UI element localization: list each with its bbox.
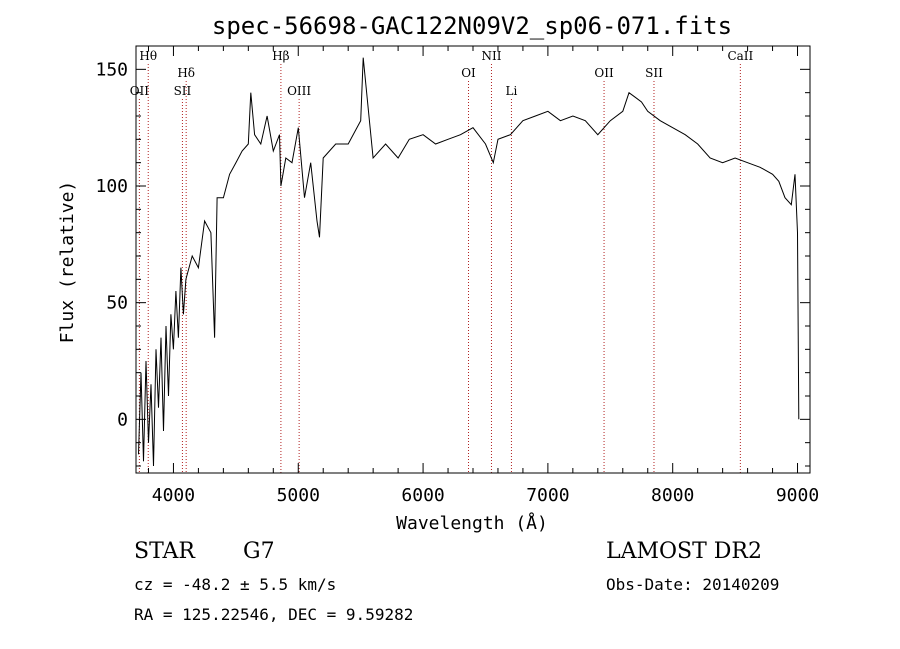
object-class: STAR <box>134 539 196 564</box>
line-marker-label-9: OII <box>594 66 614 80</box>
line-marker-label-1: OII <box>130 84 150 98</box>
radec-readout: RA = 125.22546, DEC = 9.59282 <box>134 605 413 624</box>
line-markers <box>138 64 741 473</box>
line-marker-labels: Hθ OII Hδ SII Hβ OIII OI NII Li OII SII CaII <box>130 49 754 98</box>
line-marker-label-10: SII <box>645 66 663 80</box>
x-axis-label: Wavelength (Å) <box>396 512 548 534</box>
line-marker-label-7: NII <box>481 49 501 63</box>
line-marker-label-5: OIII <box>287 84 311 98</box>
y-tick-label-100: 100 <box>95 176 128 197</box>
x-tick-label-4000: 4000 <box>152 485 195 506</box>
line-marker-label-0: Hθ <box>139 49 157 63</box>
survey-name: LAMOST DR2 <box>606 539 762 564</box>
line-marker-label-8: Li <box>506 84 518 98</box>
x-tick-label-7000: 7000 <box>526 485 569 506</box>
object-subclass: G7 <box>243 539 275 564</box>
x-tick-label-6000: 6000 <box>401 485 444 506</box>
y-axis-ticks: 0 50 100 150 <box>95 45 810 467</box>
obs-date: Obs-Date: 20140209 <box>606 575 779 594</box>
line-marker-label-3: SII <box>174 84 192 98</box>
x-tick-label-9000: 9000 <box>776 485 819 506</box>
line-marker-label-4: Hβ <box>272 49 289 63</box>
line-marker-label-11: CaII <box>727 49 753 63</box>
y-axis-label: Flux (relative) <box>57 181 78 344</box>
x-tick-label-8000: 8000 <box>651 485 694 506</box>
x-axis-ticks: 4000 5000 6000 7000 8000 9000 <box>147 46 819 506</box>
x-tick-label-5000: 5000 <box>277 485 320 506</box>
y-tick-label-50: 50 <box>106 293 128 314</box>
line-marker-label-2: Hδ <box>177 66 195 80</box>
spectrum-series-line <box>138 57 800 467</box>
chart-title: spec-56698-GAC122N09V2_sp06-071.fits <box>212 12 732 40</box>
plot-frame <box>135 45 811 474</box>
cz-readout: cz = -48.2 ± 5.5 km/s <box>134 575 336 594</box>
y-tick-label-150: 150 <box>95 59 128 80</box>
line-marker-label-6: OI <box>461 66 476 80</box>
y-tick-label-0: 0 <box>117 409 128 430</box>
